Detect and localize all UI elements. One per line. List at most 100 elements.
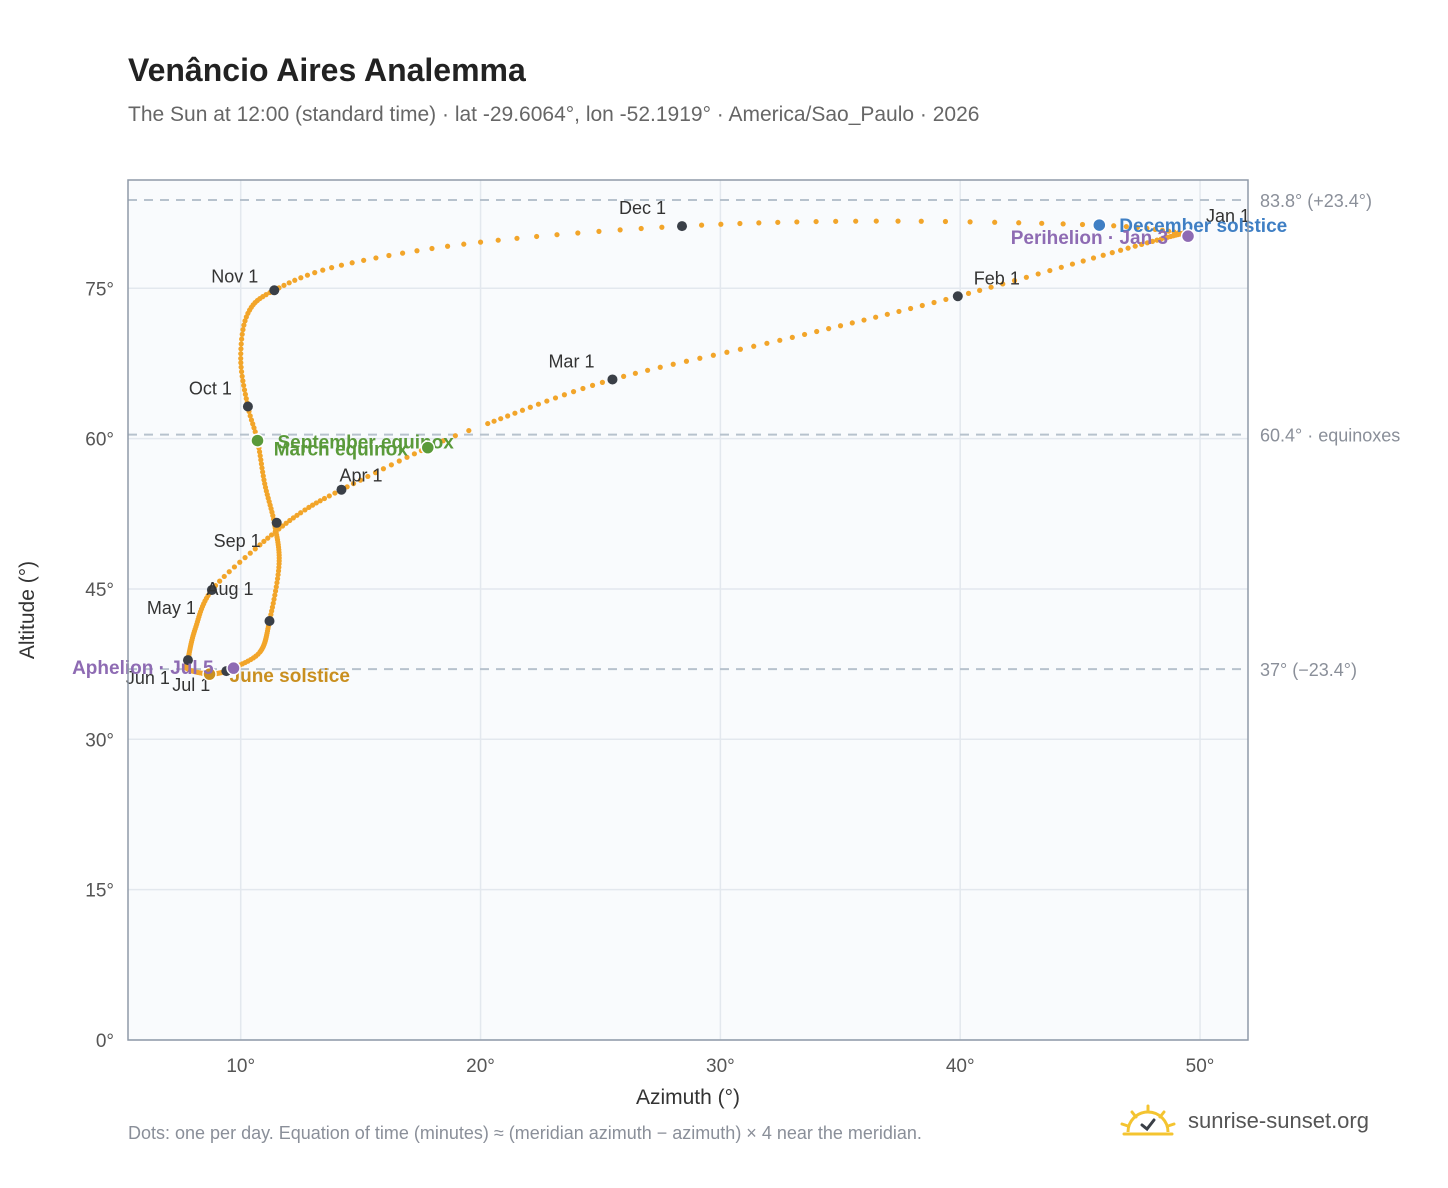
daily-point — [241, 387, 248, 393]
month-label: Oct 1 — [189, 379, 232, 399]
daily-point — [873, 314, 879, 320]
month-marker — [952, 291, 963, 302]
daily-point — [281, 282, 287, 288]
chart-subtitle: The Sun at 12:00 (standard time) · lat -… — [128, 103, 980, 126]
daily-point — [388, 462, 394, 468]
daily-point — [596, 228, 602, 234]
daily-point — [1159, 227, 1165, 233]
daily-point — [1080, 258, 1086, 264]
daily-point — [248, 417, 255, 423]
daily-point — [1117, 247, 1124, 253]
daily-point — [380, 466, 387, 472]
daily-point — [751, 343, 757, 349]
month-label: Jul 1 — [172, 675, 210, 695]
daily-point — [258, 461, 265, 467]
month-label: Apr 1 — [339, 466, 382, 486]
daily-point — [400, 250, 406, 256]
daily-point — [737, 220, 743, 227]
x-tick-label: 30° — [706, 1056, 735, 1077]
daily-point — [561, 392, 567, 398]
daily-point — [386, 252, 392, 259]
month-label: Dec 1 — [619, 198, 666, 218]
daily-point — [775, 219, 781, 225]
daily-point — [414, 248, 420, 254]
daily-point — [251, 425, 257, 431]
daily-point — [304, 272, 311, 278]
daily-point — [372, 470, 379, 476]
daily-point — [512, 410, 518, 416]
daily-point — [1139, 241, 1145, 247]
daily-point — [1069, 261, 1076, 267]
daily-point — [498, 416, 504, 422]
daily-point — [1123, 223, 1129, 230]
daily-point — [514, 235, 520, 241]
daily-point — [1149, 238, 1156, 244]
month-marker — [336, 484, 347, 495]
daily-point — [275, 572, 281, 578]
daily-point — [292, 277, 298, 283]
daily-point — [1000, 281, 1006, 287]
daily-point — [988, 284, 994, 290]
daily-point — [256, 449, 263, 455]
daily-point — [231, 564, 238, 570]
daily-point — [580, 385, 586, 392]
daily-point — [638, 225, 644, 232]
y-tick-label: 15° — [85, 881, 114, 902]
daily-point — [670, 361, 676, 367]
daily-point — [617, 227, 623, 233]
daily-point — [242, 555, 248, 561]
daily-point — [873, 218, 879, 224]
daily-point — [247, 413, 253, 419]
daily-point — [466, 427, 472, 434]
daily-point — [1134, 224, 1140, 231]
daily-point — [396, 458, 402, 464]
event-label: December solstice — [1119, 216, 1287, 237]
daily-point — [260, 473, 266, 479]
daily-point — [789, 334, 795, 340]
daily-point — [1154, 237, 1160, 243]
month-markers: Jan 1 Feb 1 Mar 1 Apr 1 May 1 Jun 1 Jul 1 Aug 1… — [126, 198, 1250, 695]
daily-point — [1125, 245, 1131, 251]
daily-point — [495, 237, 501, 243]
daily-point — [272, 592, 278, 598]
daily-point — [461, 241, 467, 247]
daily-point — [320, 267, 326, 273]
month-label: Sep 1 — [214, 531, 261, 551]
daily-point — [268, 532, 275, 538]
daily-point — [298, 275, 304, 281]
daily-point — [283, 520, 289, 526]
daily-point — [452, 433, 458, 439]
daily-point — [309, 502, 316, 508]
daily-point — [239, 331, 245, 337]
month-marker — [242, 401, 253, 412]
daily-point — [350, 480, 357, 487]
chart-title: Venâncio Aires Analemma — [128, 52, 526, 88]
axes: 10° 20° 30° 40° 50° 0° 15° 30° 45° 60° 75° — [85, 279, 1214, 1077]
daily-point — [1166, 228, 1172, 234]
daily-point — [657, 364, 663, 370]
daily-point — [1109, 250, 1115, 256]
daily-point — [252, 546, 258, 552]
daily-point — [826, 326, 832, 332]
daily-point — [659, 224, 665, 230]
daily-point — [1060, 221, 1066, 227]
daily-point — [294, 512, 300, 518]
y-tick-label: 30° — [85, 730, 114, 751]
daily-point — [1035, 271, 1041, 277]
daily-point — [241, 382, 247, 389]
month-label: Aug 1 — [206, 579, 253, 599]
daily-point — [238, 364, 244, 370]
month-label: Jun 1 — [126, 668, 170, 688]
daily-point — [884, 311, 890, 317]
daily-point — [632, 370, 638, 376]
month-marker — [182, 655, 193, 666]
daily-point — [737, 346, 743, 352]
daily-point — [477, 239, 484, 245]
daily-point — [554, 232, 560, 238]
daily-point — [221, 573, 227, 580]
daily-point — [239, 336, 245, 342]
daily-point — [261, 477, 267, 483]
daily-point — [1047, 267, 1053, 274]
daily-point — [491, 418, 497, 424]
